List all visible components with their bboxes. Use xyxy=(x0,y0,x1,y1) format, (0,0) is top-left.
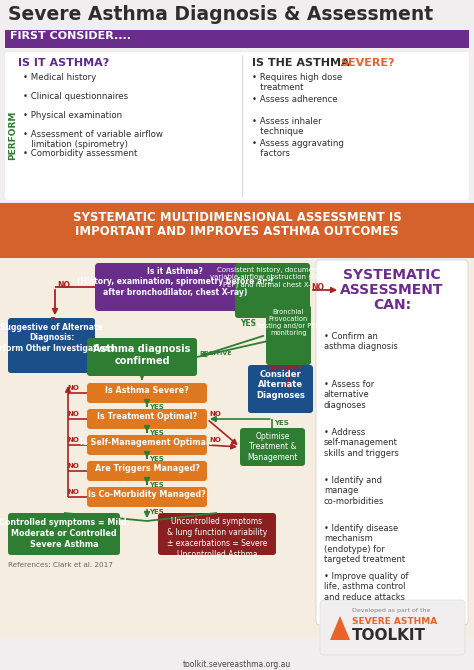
Text: Is Self-Management Optimal?: Is Self-Management Optimal? xyxy=(80,438,214,447)
Text: Optimise
Treatment &
Management: Optimise Treatment & Management xyxy=(247,432,298,462)
Text: • Assessment of variable airflow
   limitation (spirometry): • Assessment of variable airflow limitat… xyxy=(23,130,163,149)
FancyBboxPatch shape xyxy=(87,383,207,403)
Text: NO: NO xyxy=(209,411,221,417)
Text: SEVERE ASTHMA: SEVERE ASTHMA xyxy=(352,617,437,626)
Text: NO: NO xyxy=(67,437,79,443)
Text: • Assess for
alternative
diagnoses: • Assess for alternative diagnoses xyxy=(324,380,374,410)
Text: • Address
self-management
skills and triggers: • Address self-management skills and tri… xyxy=(324,428,399,458)
FancyBboxPatch shape xyxy=(5,52,469,200)
FancyBboxPatch shape xyxy=(240,428,305,466)
Text: Are Triggers Managed?: Are Triggers Managed? xyxy=(94,464,200,473)
Text: YES: YES xyxy=(260,281,276,290)
Text: • Medical history: • Medical history xyxy=(23,73,96,82)
Text: • Confirm an
asthma diagnosis: • Confirm an asthma diagnosis xyxy=(324,332,398,351)
Text: • Physical examination: • Physical examination xyxy=(23,111,122,120)
Text: NO: NO xyxy=(57,281,70,290)
Text: Consistent history, documented
variable airflow obstruction (FEV, or
PEF) and no: Consistent history, documented variable … xyxy=(210,267,336,288)
Text: Uncontrolled symptoms
& lung function variability
± exacerbations = Severe
Uncon: Uncontrolled symptoms & lung function va… xyxy=(167,517,267,559)
Text: Suggestive of Alternate
Diagnosis:
Perform Other Investigations: Suggestive of Alternate Diagnosis: Perfo… xyxy=(0,323,115,353)
FancyBboxPatch shape xyxy=(235,263,310,318)
FancyBboxPatch shape xyxy=(320,600,465,655)
Text: • Assess inhaler
   technique: • Assess inhaler technique xyxy=(252,117,322,137)
Text: toolkit.severeasthma.org.au: toolkit.severeasthma.org.au xyxy=(183,660,291,669)
Text: References: Clark et al. 2017: References: Clark et al. 2017 xyxy=(8,562,113,568)
Text: SEVERE?: SEVERE? xyxy=(340,58,394,68)
Text: NEGATIVE: NEGATIVE xyxy=(268,366,303,371)
Text: • Improve quality of
life, asthma control
and reduce attacks: • Improve quality of life, asthma contro… xyxy=(324,572,409,602)
FancyBboxPatch shape xyxy=(87,409,207,429)
Text: NO: NO xyxy=(311,283,324,292)
Text: Is Asthma Severe?: Is Asthma Severe? xyxy=(105,386,189,395)
Text: Is Co-Morbidity Managed?: Is Co-Morbidity Managed? xyxy=(88,490,206,499)
Text: Developed as part of the: Developed as part of the xyxy=(352,608,430,613)
FancyBboxPatch shape xyxy=(266,305,311,365)
FancyBboxPatch shape xyxy=(87,487,207,507)
FancyBboxPatch shape xyxy=(248,365,313,413)
FancyBboxPatch shape xyxy=(87,435,207,455)
Text: • Assess adherence: • Assess adherence xyxy=(252,95,337,104)
FancyBboxPatch shape xyxy=(87,338,197,376)
Text: SYSTEMATIC MULTIDIMENSIONAL ASSESSMENT IS: SYSTEMATIC MULTIDIMENSIONAL ASSESSMENT I… xyxy=(73,211,401,224)
Text: IMPORTANT AND IMPROVES ASTHMA OUTCOMES: IMPORTANT AND IMPROVES ASTHMA OUTCOMES xyxy=(75,225,399,238)
Bar xyxy=(0,203,474,258)
Text: • Identify disease
mechanism
(endotype) for
targeted treatment: • Identify disease mechanism (endotype) … xyxy=(324,524,405,564)
Text: • Clinical questionnaires: • Clinical questionnaires xyxy=(23,92,128,101)
Bar xyxy=(5,30,469,48)
Text: • Comorbidity assessment: • Comorbidity assessment xyxy=(23,149,137,158)
Text: Severe Asthma Diagnosis & Assessment: Severe Asthma Diagnosis & Assessment xyxy=(8,5,433,24)
Text: • Identify and
manage
co-morbidities: • Identify and manage co-morbidities xyxy=(324,476,384,506)
Text: NO: NO xyxy=(67,385,79,391)
Text: FIRST CONSIDER....: FIRST CONSIDER.... xyxy=(10,31,131,41)
FancyBboxPatch shape xyxy=(158,513,276,555)
Text: Asthma diagnosis
confirmed: Asthma diagnosis confirmed xyxy=(93,344,191,366)
Text: IS THE ASTHMA: IS THE ASTHMA xyxy=(252,58,354,68)
Text: YES: YES xyxy=(149,430,164,436)
Text: PERFORM: PERFORM xyxy=(9,111,18,160)
Text: YES: YES xyxy=(274,420,289,426)
FancyBboxPatch shape xyxy=(8,318,95,373)
Text: IS IT ASTHMA?: IS IT ASTHMA? xyxy=(18,58,109,68)
Text: • Requires high dose
   treatment: • Requires high dose treatment xyxy=(252,73,342,92)
FancyBboxPatch shape xyxy=(316,260,468,625)
Text: NO: NO xyxy=(67,463,79,469)
Polygon shape xyxy=(330,616,350,640)
Text: TOOLKIT: TOOLKIT xyxy=(352,628,426,643)
Text: POSITIVE: POSITIVE xyxy=(199,351,231,356)
Text: NO: NO xyxy=(67,411,79,417)
FancyBboxPatch shape xyxy=(95,263,255,311)
Text: SYSTEMATIC
ASSESSMENT
CAN:: SYSTEMATIC ASSESSMENT CAN: xyxy=(340,268,444,312)
Text: YES: YES xyxy=(149,456,164,462)
FancyBboxPatch shape xyxy=(87,461,207,481)
Bar xyxy=(0,258,474,638)
Text: Consider
Alternate
Diagnoses: Consider Alternate Diagnoses xyxy=(256,370,305,400)
Text: Is it Asthma?
(History, examination, spirometry before and
after bronchodilator,: Is it Asthma? (History, examination, spi… xyxy=(77,267,273,297)
Text: YES: YES xyxy=(149,404,164,410)
Text: YES: YES xyxy=(149,509,164,515)
Text: YES: YES xyxy=(240,319,256,328)
Text: YES: YES xyxy=(149,482,164,488)
FancyBboxPatch shape xyxy=(8,513,120,555)
Text: Is Treatment Optimal?: Is Treatment Optimal? xyxy=(97,412,197,421)
Text: Bronchial
Provocation
testing and/or PEF
monitoring: Bronchial Provocation testing and/or PEF… xyxy=(258,309,319,336)
Text: NO: NO xyxy=(209,437,221,443)
Text: • Assess aggravating
   factors: • Assess aggravating factors xyxy=(252,139,344,158)
Text: NO: NO xyxy=(67,489,79,495)
Text: Controlled symptoms = Mild,
Moderate or Controlled
Severe Asthma: Controlled symptoms = Mild, Moderate or … xyxy=(0,518,129,549)
